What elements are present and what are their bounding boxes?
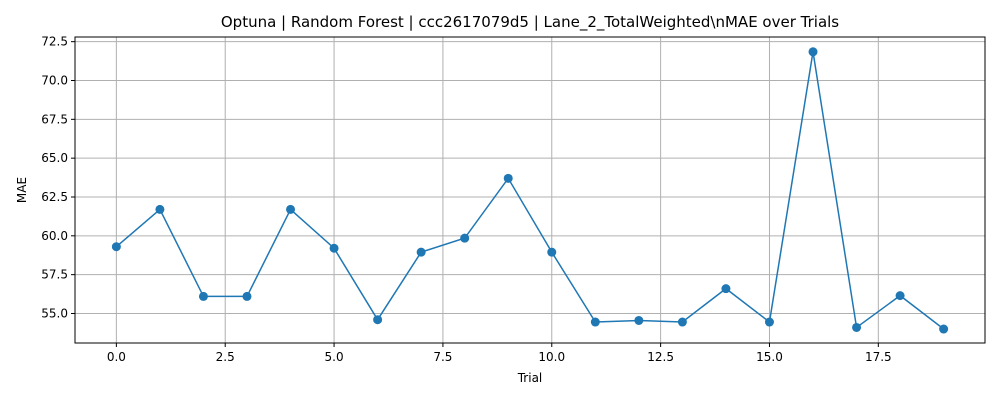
data-point [373,315,383,325]
x-tick-label: 5.0 [325,350,344,364]
y-tick-label: 60.0 [41,229,68,243]
x-tick-label: 2.5 [216,350,235,364]
data-point [852,322,862,332]
data-point [547,247,557,257]
data-point [155,204,165,214]
axis-ticks: 0.0 2.5 5.0 7.5 10.0 12.5 15.0 17.5 55.0 57.5 60.0… [41,35,891,364]
x-tick-label: 7.5 [433,350,452,364]
data-point [721,284,731,294]
x-tick-label: 17.5 [865,350,892,364]
y-tick-label: 65.0 [41,151,68,165]
data-point [111,242,121,252]
y-tick-label: 70.0 [41,73,68,87]
data-point [590,317,600,327]
data-point [634,315,644,325]
y-tick-label: 72.5 [41,35,68,49]
data-point [764,317,774,327]
data-point [808,47,818,57]
data-point [329,243,339,253]
data-point [242,291,252,301]
data-point [198,291,208,301]
grid-lines [75,37,985,343]
x-tick-label: 10.0 [538,350,565,364]
y-tick-label: 57.5 [41,268,68,282]
y-axis-label: MAE [15,177,29,203]
series-line [115,51,945,330]
data-point [895,291,905,301]
x-tick-label: 0.0 [107,350,126,364]
data-point [939,324,949,334]
plot-frame [74,36,986,344]
data-point [416,247,426,257]
x-tick-label: 15.0 [756,350,783,364]
chart-title: Optuna | Random Forest | ccc2617079d5 | … [221,13,839,32]
y-tick-label: 67.5 [41,112,68,126]
y-tick-label: 62.5 [41,190,68,204]
data-point [503,173,513,183]
series [111,47,949,334]
data-point [286,204,296,214]
data-point [677,317,687,327]
x-tick-label: 12.5 [647,350,674,364]
y-tick-label: 55.0 [41,306,68,320]
data-point [460,233,470,243]
x-axis-label: Trial [517,371,543,385]
